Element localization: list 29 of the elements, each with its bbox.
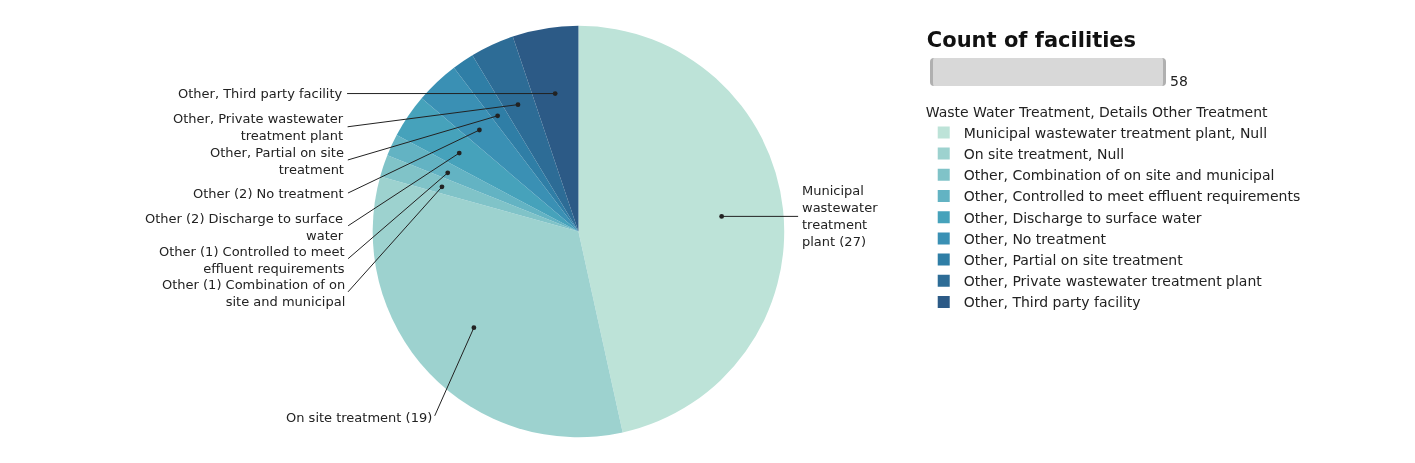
text: 58 — [1170, 73, 1188, 89]
data-label: Other (1) Combination of on site and municipal — [162, 277, 346, 309]
data-label: Other (1) Controlled to meet effluent requirements — [159, 244, 345, 276]
pie-slice — [421, 67, 579, 232]
data-label: Other, Partial on site treatment — [210, 145, 344, 177]
data-label: Other, Private wastewater treatment plant — [173, 111, 344, 143]
legend-label: Other, Controlled to meet effluent requirements — [963, 188, 1301, 205]
pie-slice — [453, 55, 579, 232]
data-label: Municipal wastewater treatment plant (27) — [802, 183, 879, 249]
legend-label: Other, Combination of on site and municipal — [963, 167, 1275, 184]
data-label: On site treatment (19) — [286, 410, 433, 425]
pie-slice — [578, 25, 785, 433]
pie-slice — [472, 36, 579, 232]
chart-title: Count of facilities — [926, 28, 1137, 53]
legend-label: Municipal wastewater treatment plant, Null — [963, 124, 1268, 141]
pie-slice — [387, 135, 579, 232]
pie-slice — [380, 155, 579, 232]
data-label: Other (2) No treatment — [193, 186, 344, 201]
data-label: Other, Third party facility — [178, 86, 343, 101]
legend-label: Other, Third party facility — [963, 294, 1141, 311]
legend-title: Waste Water Treatment, Details Other Treatment — [925, 103, 1269, 120]
pie-slice — [396, 98, 579, 232]
legend-label: Other, Private wastewater treatment plant — [963, 273, 1263, 290]
pie-slice — [512, 25, 579, 232]
legend-label: Other, Discharge to surface water — [963, 209, 1202, 226]
legend-label: Other, Partial on site treatment — [963, 252, 1184, 269]
legend-label: Other, No treatment — [963, 230, 1107, 247]
data-label: Other (2) Discharge to surface water — [145, 211, 344, 243]
legend-label: On site treatment, Null — [963, 146, 1125, 163]
